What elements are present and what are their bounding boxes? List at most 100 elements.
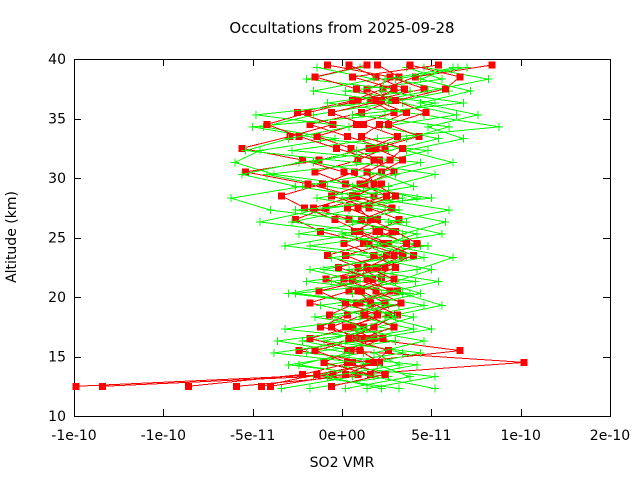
square-marker — [377, 180, 385, 188]
plus-marker — [427, 325, 436, 334]
plus-marker — [445, 206, 454, 215]
square-marker — [340, 168, 348, 176]
square-marker — [435, 61, 442, 69]
plus-marker — [413, 360, 422, 369]
plus-marker — [295, 229, 304, 238]
occultation-4-range-line — [245, 66, 489, 390]
square-marker — [361, 180, 369, 188]
square-marker — [390, 275, 398, 283]
square-marker — [392, 192, 400, 200]
plus-marker — [355, 277, 364, 286]
square-marker — [299, 370, 307, 378]
square-marker — [354, 263, 362, 271]
plus-marker — [323, 372, 332, 381]
square-marker — [301, 204, 308, 212]
plus-marker — [370, 194, 379, 203]
square-marker — [317, 323, 325, 331]
plus-marker — [370, 75, 379, 84]
plus-marker — [380, 313, 389, 322]
square-marker — [363, 275, 371, 283]
square-marker — [385, 347, 392, 355]
plus-marker — [302, 348, 311, 357]
square-marker — [365, 358, 373, 366]
square-marker — [306, 335, 314, 343]
square-marker — [399, 156, 407, 164]
square-marker — [361, 311, 369, 319]
square-marker — [313, 370, 321, 378]
square-marker — [376, 156, 383, 164]
plus-marker — [352, 158, 361, 167]
plus-marker — [287, 146, 296, 155]
occultation-6-range — [270, 63, 482, 393]
square-marker — [376, 120, 383, 128]
square-marker — [345, 335, 353, 343]
square-marker — [306, 120, 314, 128]
plus-marker — [377, 87, 386, 96]
plus-marker — [255, 218, 264, 227]
square-marker — [326, 311, 333, 319]
square-marker — [520, 358, 528, 366]
plus-marker — [248, 122, 257, 131]
plus-marker — [430, 170, 439, 179]
square-marker — [413, 239, 421, 247]
plus-marker — [454, 63, 463, 72]
plus-marker — [430, 372, 439, 381]
square-marker — [352, 299, 360, 307]
square-marker — [374, 311, 382, 319]
square-marker — [358, 287, 366, 295]
plus-marker — [448, 253, 457, 262]
x-tick-label: 1e-10 — [500, 428, 540, 444]
square-marker — [318, 180, 326, 188]
plus-marker — [384, 301, 393, 310]
plus-marker — [255, 146, 264, 155]
square-marker — [381, 299, 389, 307]
plus-marker — [416, 348, 425, 357]
square-marker — [329, 370, 337, 378]
y-tick-label: 10 — [48, 409, 66, 425]
square-marker — [370, 323, 378, 331]
square-marker — [309, 204, 317, 212]
square-marker — [399, 251, 407, 259]
plus-marker — [423, 146, 432, 155]
square-marker — [385, 311, 392, 319]
plus-marker — [370, 348, 379, 357]
plus-marker — [284, 360, 293, 369]
plus-marker — [459, 134, 468, 143]
square-marker — [388, 204, 396, 212]
x-axis-label: SO2 VMR — [310, 455, 375, 471]
square-marker — [304, 180, 312, 188]
square-marker — [267, 382, 274, 390]
plus-marker — [312, 194, 321, 203]
x-tick-label: 2e-10 — [590, 428, 630, 444]
plus-marker — [305, 384, 314, 393]
plus-marker — [423, 241, 432, 250]
plus-marker — [445, 122, 454, 131]
square-marker — [363, 335, 371, 343]
square-marker — [401, 85, 408, 93]
square-marker — [456, 73, 464, 81]
square-marker — [381, 263, 389, 271]
square-marker — [365, 144, 373, 152]
square-marker — [363, 263, 371, 271]
plus-marker — [395, 206, 404, 215]
plus-marker — [416, 289, 425, 298]
plus-marker — [348, 372, 357, 381]
square-marker — [376, 228, 383, 235]
square-marker — [354, 156, 362, 164]
square-marker — [370, 358, 378, 366]
plus-marker — [434, 134, 443, 143]
plus-marker — [280, 325, 289, 334]
square-marker — [368, 275, 376, 283]
square-marker — [354, 204, 362, 212]
plus-marker — [298, 337, 307, 346]
square-marker — [374, 61, 382, 69]
plus-marker — [309, 158, 318, 167]
plus-marker — [277, 384, 286, 393]
plus-marker — [391, 313, 400, 322]
square-marker — [327, 323, 335, 331]
plus-marker — [295, 158, 304, 167]
square-marker — [397, 299, 405, 307]
square-marker — [367, 216, 375, 224]
square-marker — [292, 216, 299, 224]
